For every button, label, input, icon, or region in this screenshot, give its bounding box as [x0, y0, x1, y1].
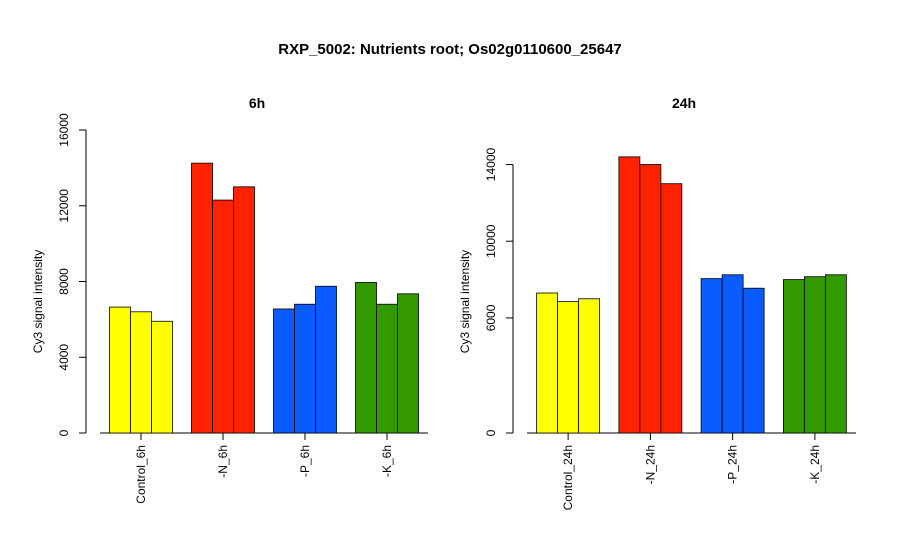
y-tick-label: 16000: [57, 113, 71, 147]
bar: [355, 282, 377, 434]
bar: [700, 278, 723, 434]
y-tick-label: 4000: [57, 344, 71, 371]
x-tick-label: -N_24h: [643, 445, 657, 484]
y-tick-label: 8000: [57, 268, 71, 295]
bar: [536, 292, 559, 434]
y-tick-label: 0: [484, 429, 498, 436]
bar: [397, 293, 419, 434]
bar: [721, 274, 744, 434]
x-tick-label: -P_6h: [298, 445, 312, 477]
bar: [294, 303, 316, 434]
bar: [557, 301, 580, 434]
bar: [376, 303, 398, 434]
bar: [151, 320, 173, 434]
y-tick-label: 6000: [484, 304, 498, 331]
x-tick-label: Control_6h: [134, 445, 148, 504]
y-axis-label: Cy3 signal intensity: [31, 250, 45, 353]
x-tick-label: -N_6h: [216, 445, 230, 478]
bar: [315, 285, 337, 434]
bar: [618, 156, 641, 434]
y-tick-label: 10000: [484, 224, 498, 258]
y-axis-label: Cy3 signal intensity: [458, 250, 472, 353]
bar: [191, 162, 213, 434]
bar: [233, 186, 255, 434]
panel-title: 24h: [672, 95, 696, 111]
bar: [639, 164, 662, 434]
bar: [273, 308, 295, 434]
bar: [660, 183, 683, 434]
y-tick-label: 0: [57, 429, 71, 436]
bar: [803, 276, 826, 434]
bar: [130, 311, 152, 434]
panel-title: 6h: [249, 95, 265, 111]
y-tick-label: 12000: [57, 189, 71, 223]
figure-title: RXP_5002: Nutrients root; Os02g0110600_2…: [278, 41, 622, 58]
bar: [782, 279, 805, 434]
bar: [109, 306, 131, 434]
y-tick-label: 14000: [484, 148, 498, 182]
bar: [212, 199, 234, 434]
bar: [742, 287, 765, 434]
bar: [578, 298, 601, 434]
x-tick-label: Control_24h: [561, 445, 575, 510]
x-tick-label: -K_24h: [808, 445, 822, 484]
x-tick-label: -K_6h: [380, 445, 394, 477]
panel-2: 24h 0 6000 10000 14000 Cy3 signal intensity Co…: [458, 95, 856, 510]
x-tick-label: -P_24h: [726, 445, 740, 484]
panel-1: 6h 0 4000 8000 12000 16000 Cy3 signal intensit…: [31, 95, 428, 504]
bar: [824, 274, 847, 434]
